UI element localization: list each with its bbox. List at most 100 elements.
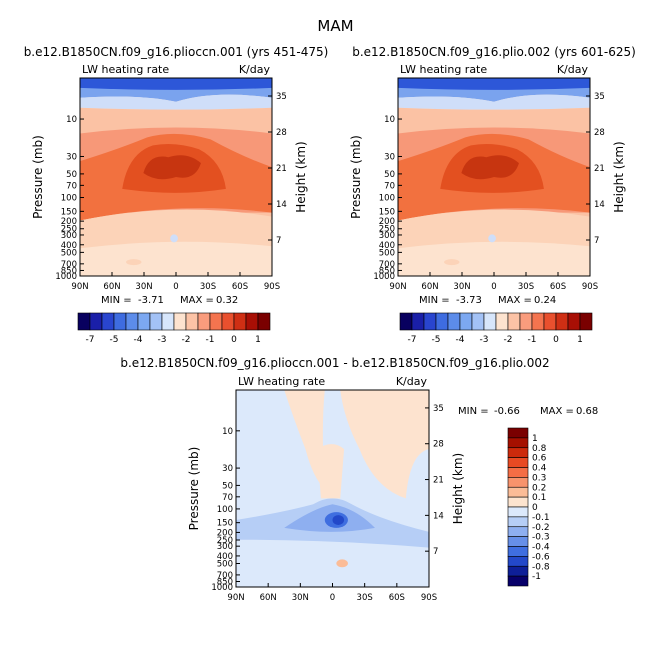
contour-band (80, 94, 272, 110)
y-tick-label: 150 (217, 519, 233, 529)
colorbar-swatch (423, 312, 437, 331)
x-tick-label: 90N (227, 593, 244, 603)
colorbar-tick-label: -0.2 (532, 523, 550, 533)
contour-band (170, 234, 178, 243)
min-label: MIN = (419, 295, 450, 306)
colorbar-tick-label: -1 (528, 335, 537, 345)
colorbar-swatch (447, 312, 461, 331)
colorbar-swatch (507, 516, 529, 528)
colorbar-tick-label: 1 (577, 335, 583, 345)
colorbar-tick-label: -0.6 (532, 552, 550, 562)
y-tick-label: 400 (379, 241, 395, 251)
y-tick-label: 250 (217, 536, 233, 546)
x-tick-label: 30N (453, 282, 470, 292)
y-tick-label: 150 (379, 207, 395, 217)
contour-band (126, 259, 142, 266)
colorbar-swatch (543, 312, 557, 331)
y-axis-title: Pressure (mb) (187, 447, 201, 531)
colorbar-tick-label: -1 (206, 335, 215, 345)
y-tick-label: 30 (222, 464, 233, 474)
colorbar-swatch (101, 312, 115, 331)
x-tick-label: 60S (389, 593, 405, 603)
y-tick-label: 850 (61, 266, 77, 276)
colorbar-swatch (507, 496, 529, 508)
x-tick-label: 30S (357, 593, 373, 603)
y-tick-label: 1000 (373, 272, 395, 282)
colorbar-swatch (435, 312, 449, 331)
x-tick-label: 60S (550, 282, 566, 292)
y-tick-label: 70 (222, 493, 233, 503)
y-tick-label: 300 (379, 231, 395, 241)
contour-band (444, 259, 460, 266)
colorbar-swatch (483, 312, 497, 331)
colorbar-tick-label: 0.1 (532, 493, 546, 503)
y-right-tick-label: 28 (594, 128, 605, 138)
contour-band (398, 94, 590, 110)
units-label: K/day (557, 63, 589, 76)
contour-band (336, 559, 348, 568)
contour-band (488, 234, 496, 243)
colorbar-swatch (507, 526, 529, 537)
y-right-tick-label: 7 (276, 236, 281, 246)
colorbar-swatch (209, 312, 223, 331)
colorbar-swatch (507, 575, 529, 587)
colorbar-tick-label: -0.8 (532, 562, 550, 572)
colorbar-tick-label: -0.4 (532, 543, 550, 553)
colorbar-tick-label: 0 (532, 503, 538, 513)
colorbar-swatch (257, 312, 271, 331)
y-tick-label: 100 (379, 194, 395, 204)
contour-field (80, 78, 272, 276)
colorbar-swatch (507, 477, 529, 488)
colorbar-swatch (149, 312, 163, 331)
contour-band (80, 209, 272, 253)
y-tick-label: 150 (61, 207, 77, 217)
colorbar-tick-label: -3 (480, 335, 489, 345)
colorbar-tick-label: -5 (432, 335, 441, 345)
x-tick-label: 60N (421, 282, 438, 292)
y-right-tick-label: 7 (594, 236, 599, 246)
colorbar-swatch (507, 312, 521, 331)
contour-band (143, 155, 201, 180)
colorbar-swatch (579, 312, 593, 331)
variable-label: LW heating rate (400, 63, 487, 76)
colorbar-swatch (459, 312, 473, 331)
colorbar-tick-label: 0.8 (532, 444, 547, 454)
y-right-tick-label: 21 (433, 476, 444, 486)
contour-band (236, 390, 302, 513)
contour-band (398, 78, 590, 90)
x-tick-label: 0 (173, 282, 178, 292)
y-tick-label: 100 (61, 194, 77, 204)
y-tick-label: 50 (384, 170, 395, 180)
panel-title: b.e12.B1850CN.f09_g16.plioccn.001 (yrs 4… (24, 45, 329, 59)
contour-band (284, 390, 325, 489)
max-value: 0.32 (216, 295, 238, 306)
x-tick-label: 30S (518, 282, 534, 292)
y-tick-label: 30 (66, 152, 77, 162)
y-axis-title-right: Height (km) (294, 141, 308, 212)
colorbar-swatch (507, 457, 529, 468)
colorbar-swatch (507, 427, 529, 439)
y-right-tick-label: 14 (433, 511, 444, 521)
y-right-tick-label: 35 (276, 92, 287, 102)
y-right-tick-label: 14 (276, 200, 287, 210)
colorbar-tick-label: 0.2 (532, 483, 546, 493)
y-right-tick-label: 35 (433, 404, 444, 414)
colorbar-swatch (399, 312, 413, 331)
colorbar-tick-label: -4 (134, 335, 143, 345)
colorbar-tick-label: -5 (110, 335, 119, 345)
contour-band (461, 155, 519, 180)
colorbar-tick-label: 0.6 (532, 454, 547, 464)
variable-label: LW heating rate (82, 63, 169, 76)
colorbar-tick-label: -0.3 (532, 533, 550, 543)
max-label: MAX = (180, 295, 214, 306)
y-tick-label: 70 (66, 181, 77, 191)
y-right-tick-label: 35 (594, 92, 605, 102)
y-tick-label: 50 (66, 170, 77, 180)
units-label: K/day (239, 63, 271, 76)
colorbar-tick-label: -4 (456, 335, 465, 345)
y-tick-label: 700 (61, 260, 77, 270)
colorbar-swatch (77, 312, 91, 331)
x-tick-label: 90N (71, 282, 88, 292)
variable-label: LW heating rate (238, 375, 325, 388)
